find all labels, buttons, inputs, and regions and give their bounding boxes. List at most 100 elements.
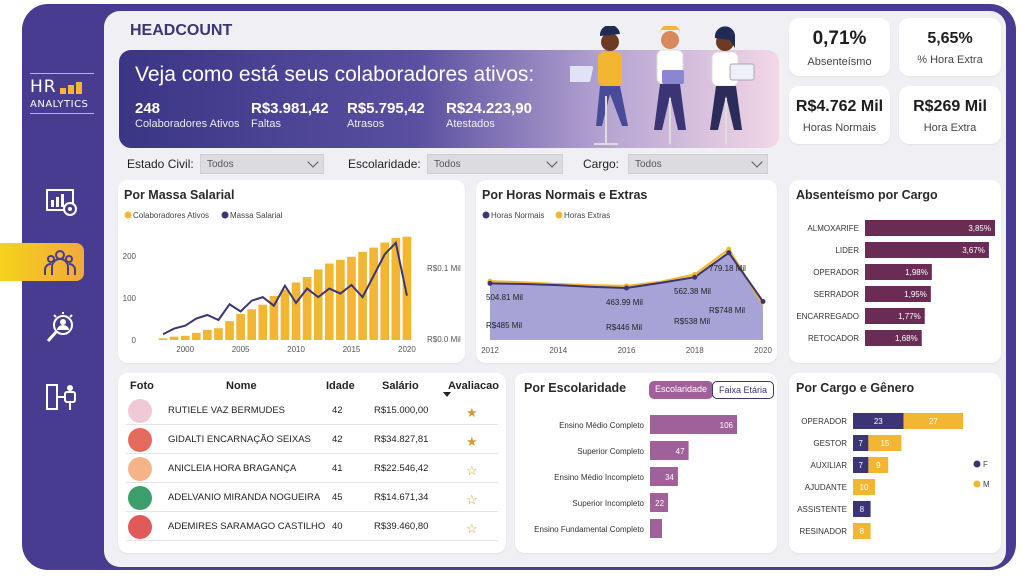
- data-label: 47: [676, 447, 685, 456]
- bar-genero-f: [853, 501, 871, 517]
- table-row[interactable]: RUTIELE VAZ BERMUDES 42 R$15.000,00 ★: [126, 397, 498, 425]
- kpi-faltas: R$3.981,42 Faltas: [251, 100, 329, 130]
- avatar: [128, 457, 152, 481]
- y2-tick-label: R$0.1 Mil: [427, 264, 461, 273]
- bar-colaboradores: [402, 236, 412, 340]
- category-label: Superior Completo: [577, 447, 644, 456]
- x-tick-label: 2020: [754, 346, 772, 355]
- table-row[interactable]: ANICLEIA HORA BRAGANÇA 41 R$22.546,42 ☆: [126, 455, 498, 483]
- bar-genero-f: [853, 413, 904, 429]
- logo-main: HR: [30, 77, 57, 97]
- stat-absenteismo-label: Absenteísmo: [807, 56, 872, 68]
- dashboard-icon[interactable]: [40, 182, 84, 222]
- point-horas-extras: [726, 246, 732, 252]
- filter-cargo-label: Cargo:: [583, 157, 620, 171]
- chevron-down-icon: [546, 156, 558, 168]
- filter-escolaridade-dropdown[interactable]: Todos: [427, 154, 563, 174]
- search-person-icon[interactable]: [40, 308, 84, 348]
- bar-colaboradores: [336, 259, 345, 340]
- cell-salario: R$15.000,00: [374, 405, 429, 416]
- data-label-m: 27: [929, 417, 938, 426]
- filter-estado-civil-dropdown[interactable]: Todos: [200, 154, 324, 174]
- org-chart-icon[interactable]: [40, 378, 84, 418]
- hr-analytics-logo: HR ANALYTICS: [30, 70, 94, 128]
- bar-colaboradores: [302, 277, 312, 340]
- stat-hora-extra-label: Hora Extra: [923, 122, 977, 134]
- y2-tick-label: R$0.0 Mil: [427, 335, 461, 344]
- bar-colaboradores: [380, 242, 390, 340]
- y-tick-label: 200: [123, 252, 137, 261]
- x-tick-label: 2014: [549, 346, 567, 355]
- bar-escolaridade: [650, 415, 737, 434]
- data-label-normais: R$485 Mil: [486, 321, 522, 330]
- legend-dot: [555, 211, 563, 219]
- legend-dot: [973, 480, 981, 488]
- bar-genero-m: [853, 479, 875, 495]
- kpi-atestados-label: Atestados: [446, 118, 495, 130]
- area-horas-normais: [490, 252, 763, 340]
- bar-absenteismo: [865, 264, 932, 280]
- avatar: [128, 486, 152, 510]
- bar-colaboradores: [269, 295, 279, 340]
- table-row[interactable]: ADEMIRES SARAMAGO CASTILHO 40 R$39.460,8…: [126, 513, 498, 541]
- point-horas-normais: [692, 274, 698, 280]
- cell-idade: 45: [332, 492, 343, 503]
- card-absenteismo-cargo: Absenteísmo por Cargo ALMOXARIFE 3,85% LID…: [789, 180, 1001, 363]
- team-icon[interactable]: [38, 243, 82, 283]
- x-tick-label: 2000: [176, 345, 194, 354]
- bar-colaboradores: [225, 321, 234, 340]
- legend-dot: [482, 211, 490, 219]
- col-nome[interactable]: Nome: [226, 380, 257, 392]
- filter-estado-civil-label: Estado Civil:: [127, 157, 194, 171]
- data-label-f: 7: [858, 439, 863, 448]
- stat-horas-normais-value: R$4.762 Mil: [795, 98, 884, 115]
- data-label-f: 7: [858, 461, 863, 470]
- data-label: 22: [655, 499, 664, 508]
- data-label-extras: 504.81 Mil: [486, 293, 523, 302]
- category-label: OPERADOR: [813, 268, 859, 277]
- data-label-m: 8: [860, 527, 865, 536]
- table-row[interactable]: ADELVANIO MIRANDA NOGUEIRA 45 R$14.671,3…: [126, 484, 498, 512]
- chart-absenteismo-title: Absenteísmo por Cargo: [796, 188, 938, 202]
- table-row[interactable]: GIDALTI ENCARNAÇÃO SEIXAS 42 R$34.827,81…: [126, 426, 498, 454]
- col-salario[interactable]: Salário: [382, 380, 419, 392]
- cell-nome: RUTIELE VAZ BERMUDES: [168, 405, 286, 416]
- rating-star-icon: ☆: [466, 492, 478, 507]
- x-tick-label: 2016: [618, 346, 636, 355]
- bar-colaboradores: [280, 289, 290, 340]
- bar-colaboradores: [247, 309, 257, 340]
- col-avaliacao[interactable]: Avaliacao: [448, 380, 499, 392]
- stat-horas-normais-label: Horas Normais: [802, 122, 877, 134]
- category-label: GESTOR: [813, 439, 847, 448]
- sort-desc-icon[interactable]: [443, 392, 451, 398]
- chevron-down-icon: [307, 156, 319, 168]
- data-label: 1,95%: [904, 290, 927, 299]
- point-horas-normais: [726, 250, 732, 256]
- kpi-colaboradores: 248 Colaboradores Ativos: [135, 100, 240, 130]
- data-label: 1,77%: [898, 312, 921, 321]
- bar-colaboradores: [236, 313, 245, 340]
- col-idade[interactable]: Idade: [326, 380, 355, 392]
- stat-hora-extra-value: R$269 Mil: [913, 98, 987, 115]
- line-massa-salarial: [162, 240, 408, 336]
- toggle-escolaridade[interactable]: Escolaridade: [649, 381, 714, 399]
- filter-escolaridade-value: Todos: [434, 159, 461, 170]
- bar-colaboradores: [291, 282, 301, 340]
- rating-star-icon: ★: [466, 434, 478, 449]
- bar-escolaridade: [650, 467, 678, 486]
- card-escolaridade: Por Escolaridade Ensino Médio Completo 10…: [515, 373, 777, 553]
- data-label-m: 10: [860, 483, 869, 492]
- filter-cargo-dropdown[interactable]: Todos: [628, 154, 768, 174]
- toggle-faixa-etaria[interactable]: Faixa Etária: [712, 381, 775, 399]
- cell-idade: 42: [332, 434, 343, 445]
- legend-dot: [973, 460, 981, 468]
- logo-sub: ANALYTICS: [30, 99, 89, 110]
- bar-genero-f: [853, 457, 869, 473]
- person-3-figure: [710, 26, 755, 144]
- bar-absenteismo: [865, 242, 989, 258]
- point-horas-normais: [624, 285, 629, 291]
- bar-absenteismo: [865, 308, 925, 324]
- bar-genero-f: [853, 435, 869, 451]
- filter-cargo-value: Todos: [635, 159, 662, 170]
- bar-genero-m: [853, 523, 871, 539]
